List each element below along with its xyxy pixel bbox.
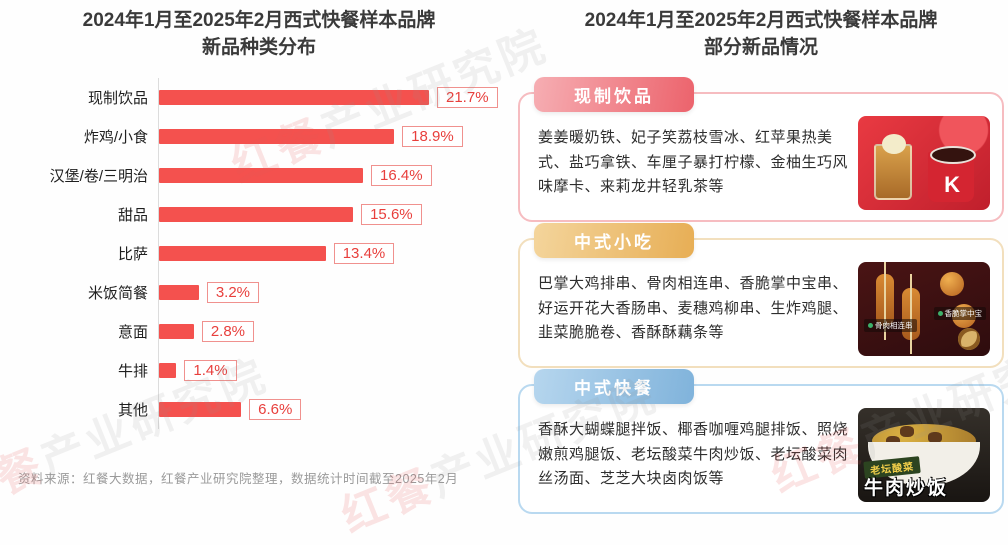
bar-row: 牛排 1.4%: [16, 350, 502, 390]
bar-value: 1.4%: [184, 359, 237, 381]
panel-fresh-drinks-text: 姜姜暖奶铁、妃子笑荔枝雪冰、红苹果热美式、盐巧拿铁、车厘子暴打柠檬、金柚生巧风味…: [538, 129, 849, 196]
bar-value: 21.7%: [437, 86, 498, 108]
photo-title-label: 牛肉炒饭: [864, 477, 949, 499]
bar: [159, 245, 326, 261]
bar: [159, 323, 194, 339]
iced-drink-cup-illustration: [874, 133, 912, 200]
photo-label-chip: 香脆掌中宝: [933, 306, 986, 320]
photo-label-chip: 骨肉相连串: [864, 318, 917, 332]
skewer-illustration: [902, 273, 920, 354]
bar-row: 比萨 13.4%: [16, 233, 502, 273]
k-logo: K: [944, 171, 960, 197]
bar-track: 6.6%: [158, 389, 502, 429]
category-label: 炸鸡/小食: [83, 128, 148, 146]
bar-track: 1.4%: [158, 350, 502, 390]
bar: [159, 206, 354, 222]
bar-value: 3.2%: [206, 281, 260, 303]
panel-chinese-snacks: 中式小吃 巴掌大鸡排串、骨肉相连串、香脆掌中宝串、好运开花大香肠串、麦穗鸡柳串、…: [518, 222, 1004, 368]
bar-track: 13.4%: [158, 233, 502, 273]
bar: [159, 284, 199, 300]
panel-chinese-snacks-tag: 中式小吃: [534, 222, 694, 258]
bar-value: 15.6%: [361, 203, 422, 225]
fried-rice-photo: 老坛酸菜 牛肉炒饭: [858, 407, 990, 502]
category-label: 现制饮品: [87, 89, 148, 107]
lotus-root-illustration: [958, 327, 980, 350]
beef-illustration: [900, 425, 914, 437]
panel-chinese-fastfood-tag: 中式快餐: [534, 368, 694, 404]
infographic-canvas: 红餐产业研究院 红餐产业研究院 红餐产业研究院 红餐产业研究院 2024年1月至…: [0, 0, 1008, 492]
category-label: 牛排: [117, 362, 148, 380]
bar-row: 其他 6.6%: [16, 389, 502, 429]
bar-value: 16.4%: [371, 164, 432, 186]
category-label: 汉堡/卷/三明治: [49, 167, 148, 185]
bar-track: 2.8%: [158, 311, 502, 351]
category-label: 甜品: [117, 206, 148, 224]
beef-illustration: [886, 435, 900, 447]
bar-row: 汉堡/卷/三明治 16.4%: [16, 155, 502, 195]
category-label: 意面: [117, 323, 148, 341]
category-label: 米饭简餐: [87, 284, 148, 302]
left-chart-title-line1: 2024年1月至2025年2月西式快餐样本品牌: [82, 10, 436, 31]
bar-value: 6.6%: [249, 398, 302, 420]
panel-fresh-drinks: 现制饮品 姜姜暖奶铁、妃子笑荔枝雪冰、红苹果热美式、盐巧拿铁、车厘子暴打柠檬、金…: [518, 76, 1004, 222]
bar: [159, 128, 395, 144]
skewer-illustration: [876, 261, 894, 340]
bar: [159, 362, 177, 378]
beef-illustration: [928, 431, 942, 443]
category-label: 比萨: [117, 245, 148, 263]
right-section-title-line2: 部分新品情况: [703, 36, 818, 58]
bar-track: 16.4%: [158, 155, 502, 195]
category-label: 其他: [117, 401, 148, 419]
bar-row: 甜品 15.6%: [16, 194, 502, 234]
panel-chinese-fastfood-text: 香酥大蝴蝶腿拌饭、椰香咖喱鸡腿排饭、照烧嫩煎鸡腿饭、老坛酸菜牛肉炒饭、老坛酸菜肉…: [538, 421, 849, 488]
skewer-ball-illustration: [940, 271, 964, 296]
panel-list: 现制饮品 姜姜暖奶铁、妃子笑荔枝雪冰、红苹果热美式、盐巧拿铁、车厘子暴打柠檬、金…: [518, 76, 1004, 514]
bar-row: 意面 2.8%: [16, 311, 502, 351]
right-section-title-line1: 2024年1月至2025年2月西式快餐样本品牌: [584, 10, 938, 31]
panel-chinese-fastfood: 中式快餐 香酥大蝴蝶腿拌饭、椰香咖喱鸡腿排饭、照烧嫩煎鸡腿饭、老坛酸菜牛肉炒饭、…: [518, 368, 1004, 514]
bar-row: 现制饮品 21.7%: [16, 77, 502, 117]
bar: [159, 89, 429, 105]
bar: [159, 401, 242, 417]
bar-value: 13.4%: [333, 242, 395, 264]
bar-value: 2.8%: [201, 320, 255, 342]
bar-track: 15.6%: [158, 194, 502, 234]
panel-fresh-drinks-tag: 现制饮品: [534, 76, 694, 112]
skewers-photo: 骨肉相连串 香脆掌中宝: [858, 261, 990, 356]
left-chart-title: 2024年1月至2025年2月西式快餐样本品牌 新品种类分布: [16, 8, 502, 62]
bar-row: 炸鸡/小食 18.9%: [16, 116, 502, 156]
bar: [159, 167, 364, 183]
bar-track: 21.7%: [158, 77, 502, 117]
bar-value: 18.9%: [402, 125, 463, 147]
bar-track: 3.2%: [158, 272, 502, 312]
coffee-cup-illustration: [928, 145, 976, 202]
right-panels-section: 2024年1月至2025年2月西式快餐样本品牌 部分新品情况 现制饮品 姜姜暖奶…: [518, 8, 1004, 514]
left-chart-section: 2024年1月至2025年2月西式快餐样本品牌 新品种类分布 现制饮品 21.7%…: [16, 8, 502, 429]
bar-row: 米饭简餐 3.2%: [16, 272, 502, 312]
source-note: 资料来源：红餐大数据，红餐产业研究院整理，数据统计时间截至2025年2月: [18, 472, 459, 486]
bar-track: 18.9%: [158, 116, 502, 156]
right-section-title: 2024年1月至2025年2月西式快餐样本品牌 部分新品情况: [518, 8, 1004, 62]
bar-chart: 现制饮品 21.7% 炸鸡/小食 18.9% 汉堡/卷/三明治 16.4% 甜品 15.6% 比…: [16, 77, 502, 429]
panel-chinese-snacks-text: 巴掌大鸡排串、骨肉相连串、香脆掌中宝串、好运开花大香肠串、麦穗鸡柳串、生炸鸡腿、…: [538, 275, 849, 342]
drinks-photo: K: [858, 115, 990, 210]
left-chart-title-line2: 新品种类分布: [201, 36, 316, 58]
